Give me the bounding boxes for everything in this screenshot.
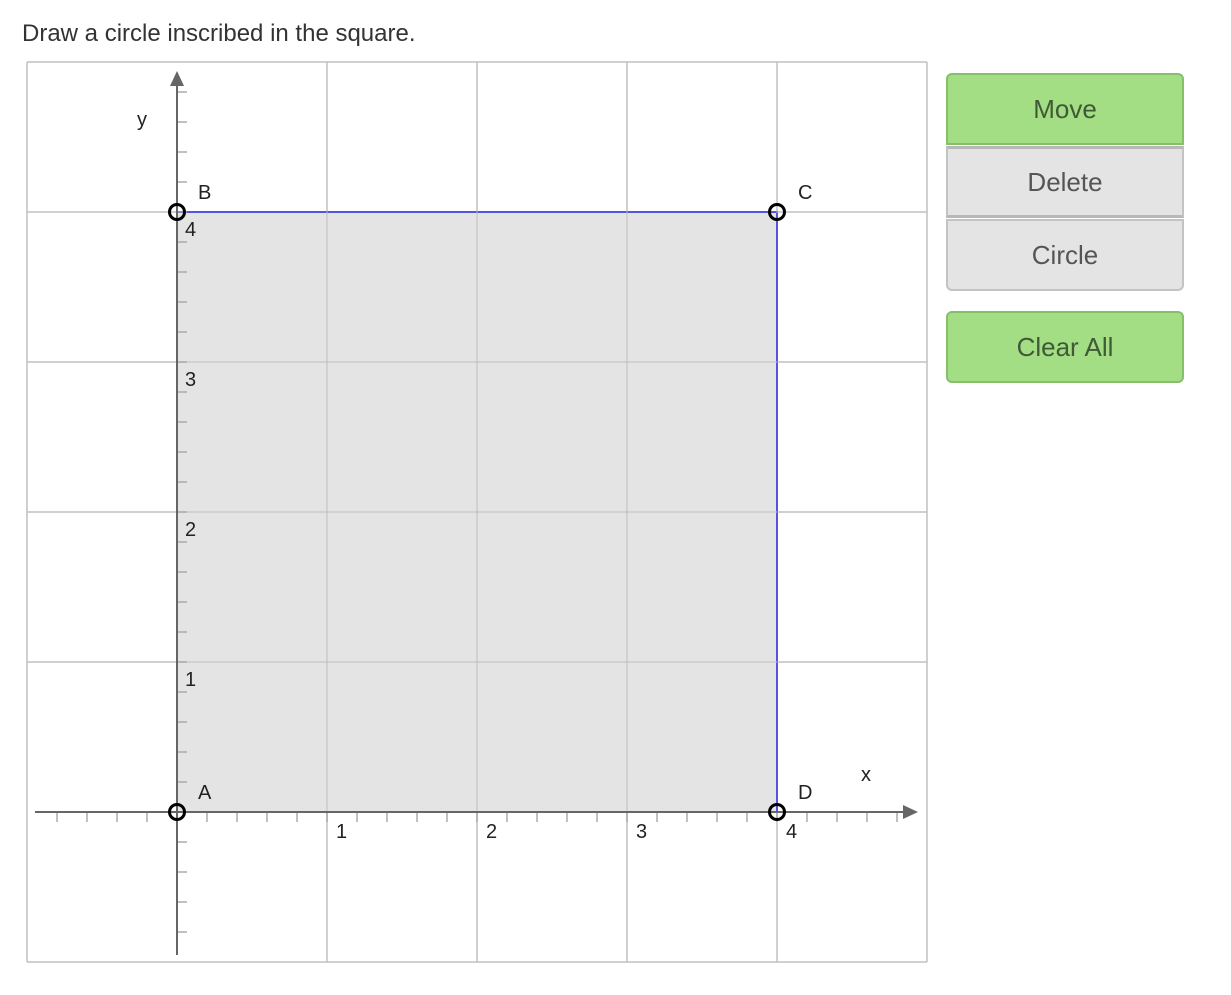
y-tick-label: 3	[185, 369, 196, 391]
delete-button[interactable]: Delete	[946, 146, 1184, 218]
point-label: B	[198, 182, 211, 204]
x-tick-label: 2	[486, 821, 497, 843]
y-axis-label: y	[137, 109, 147, 131]
point-b-handle[interactable]	[168, 203, 186, 221]
point-a-handle[interactable]	[168, 803, 186, 821]
point-c-handle[interactable]	[768, 203, 786, 221]
x-axis-label: x	[861, 764, 871, 786]
point-label: D	[798, 782, 812, 804]
axes	[35, 71, 918, 955]
x-axis-arrow-icon	[903, 805, 918, 819]
y-axis-arrow-icon	[170, 71, 184, 86]
move-button[interactable]: Move	[946, 73, 1184, 145]
clear-all-button[interactable]: Clear All	[946, 311, 1184, 383]
point-label: A	[198, 782, 212, 804]
point-label: C	[798, 182, 812, 204]
prompt-text: Draw a circle inscribed in the square.	[22, 20, 416, 47]
y-tick-label: 1	[185, 669, 196, 691]
y-tick-label: 4	[185, 219, 196, 241]
points[interactable]: A B C D	[168, 182, 813, 821]
tick-labels: x y 1 2 3 4 1 2 3 4	[137, 109, 871, 843]
graph-board[interactable]: x y 1 2 3 4 1 2 3 4 A B C D	[0, 0, 940, 995]
x-tick-label: 3	[636, 821, 647, 843]
point-d-handle[interactable]	[768, 803, 786, 821]
x-tick-label: 1	[336, 821, 347, 843]
x-tick-label: 4	[786, 821, 797, 843]
y-tick-label: 2	[185, 519, 196, 541]
circle-button[interactable]: Circle	[946, 219, 1184, 291]
